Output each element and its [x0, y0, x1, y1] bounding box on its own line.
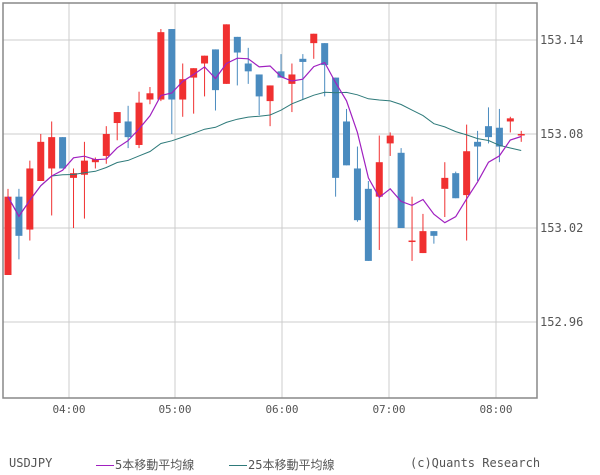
- svg-text:153.02: 153.02: [540, 221, 583, 235]
- ma25-swatch-icon: [229, 465, 247, 466]
- copyright: (c)Quants Research: [410, 456, 541, 470]
- y-axis-labels: 153.14 153.08 153.02 152.96: [540, 33, 583, 329]
- candles: [4, 24, 525, 275]
- grid-lines: [3, 3, 537, 398]
- svg-text:05:00: 05:00: [158, 403, 191, 416]
- svg-text:152.96: 152.96: [540, 315, 583, 329]
- svg-text:04:00: 04:00: [52, 403, 85, 416]
- svg-text:153.08: 153.08: [540, 127, 583, 141]
- svg-text:08:00: 08:00: [479, 403, 512, 416]
- legend-ma5: 5本移動平均線: [96, 456, 194, 473]
- candlestick-chart: 153.14 153.08 153.02 152.96 04:00 05:00 06:00…: [2, 2, 583, 416]
- ma5-swatch-icon: [96, 465, 114, 466]
- legend-ma25: 25本移動平均線: [229, 456, 334, 473]
- ma5-line: [7, 57, 522, 224]
- x-axis-labels: 04:00 05:00 06:00 07:00 08:00: [52, 403, 512, 416]
- plot-frame: [2, 2, 538, 399]
- legend: USDJPY 5本移動平均線 25本移動平均線 (c)Quants Resear…: [0, 456, 600, 474]
- svg-text:153.14: 153.14: [540, 33, 583, 47]
- svg-text:07:00: 07:00: [372, 403, 405, 416]
- symbol-label: USDJPY: [9, 456, 53, 470]
- svg-text:06:00: 06:00: [265, 403, 298, 416]
- ma25-line: [7, 91, 522, 218]
